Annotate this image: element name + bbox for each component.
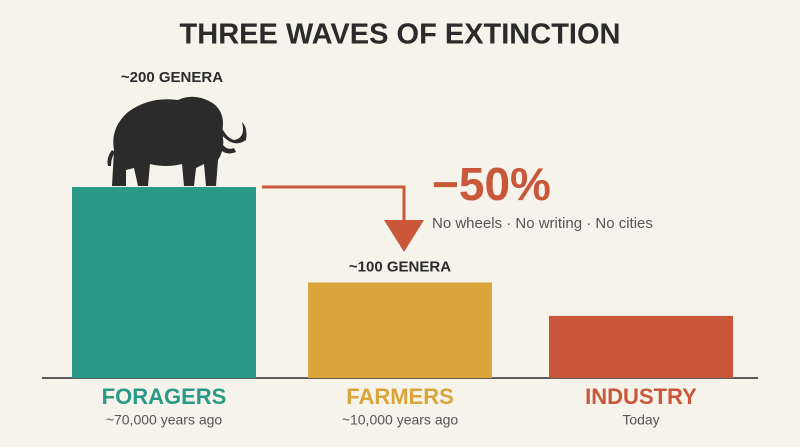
value-label: ~200 GENERA bbox=[121, 69, 223, 86]
category-note: ~70,000 years ago bbox=[106, 412, 223, 428]
mammoth-icon bbox=[107, 96, 247, 186]
chart-title: THREE WAVES OF EXTINCTION bbox=[180, 19, 621, 51]
bar bbox=[308, 282, 492, 378]
bar bbox=[72, 187, 256, 378]
annotation-text: No wheels · No writing · No cities bbox=[432, 215, 653, 232]
category-note: Today bbox=[622, 412, 659, 428]
bar bbox=[549, 315, 733, 378]
drop-arrow bbox=[262, 185, 424, 252]
category-label: INDUSTRY bbox=[585, 384, 697, 409]
category-label: FORAGERS bbox=[102, 384, 227, 409]
category-label: FARMERS bbox=[346, 384, 454, 409]
category-note: ~10,000 years ago bbox=[342, 412, 459, 428]
annotation-title: −50% bbox=[432, 158, 551, 210]
value-label: ~100 GENERA bbox=[349, 258, 451, 275]
